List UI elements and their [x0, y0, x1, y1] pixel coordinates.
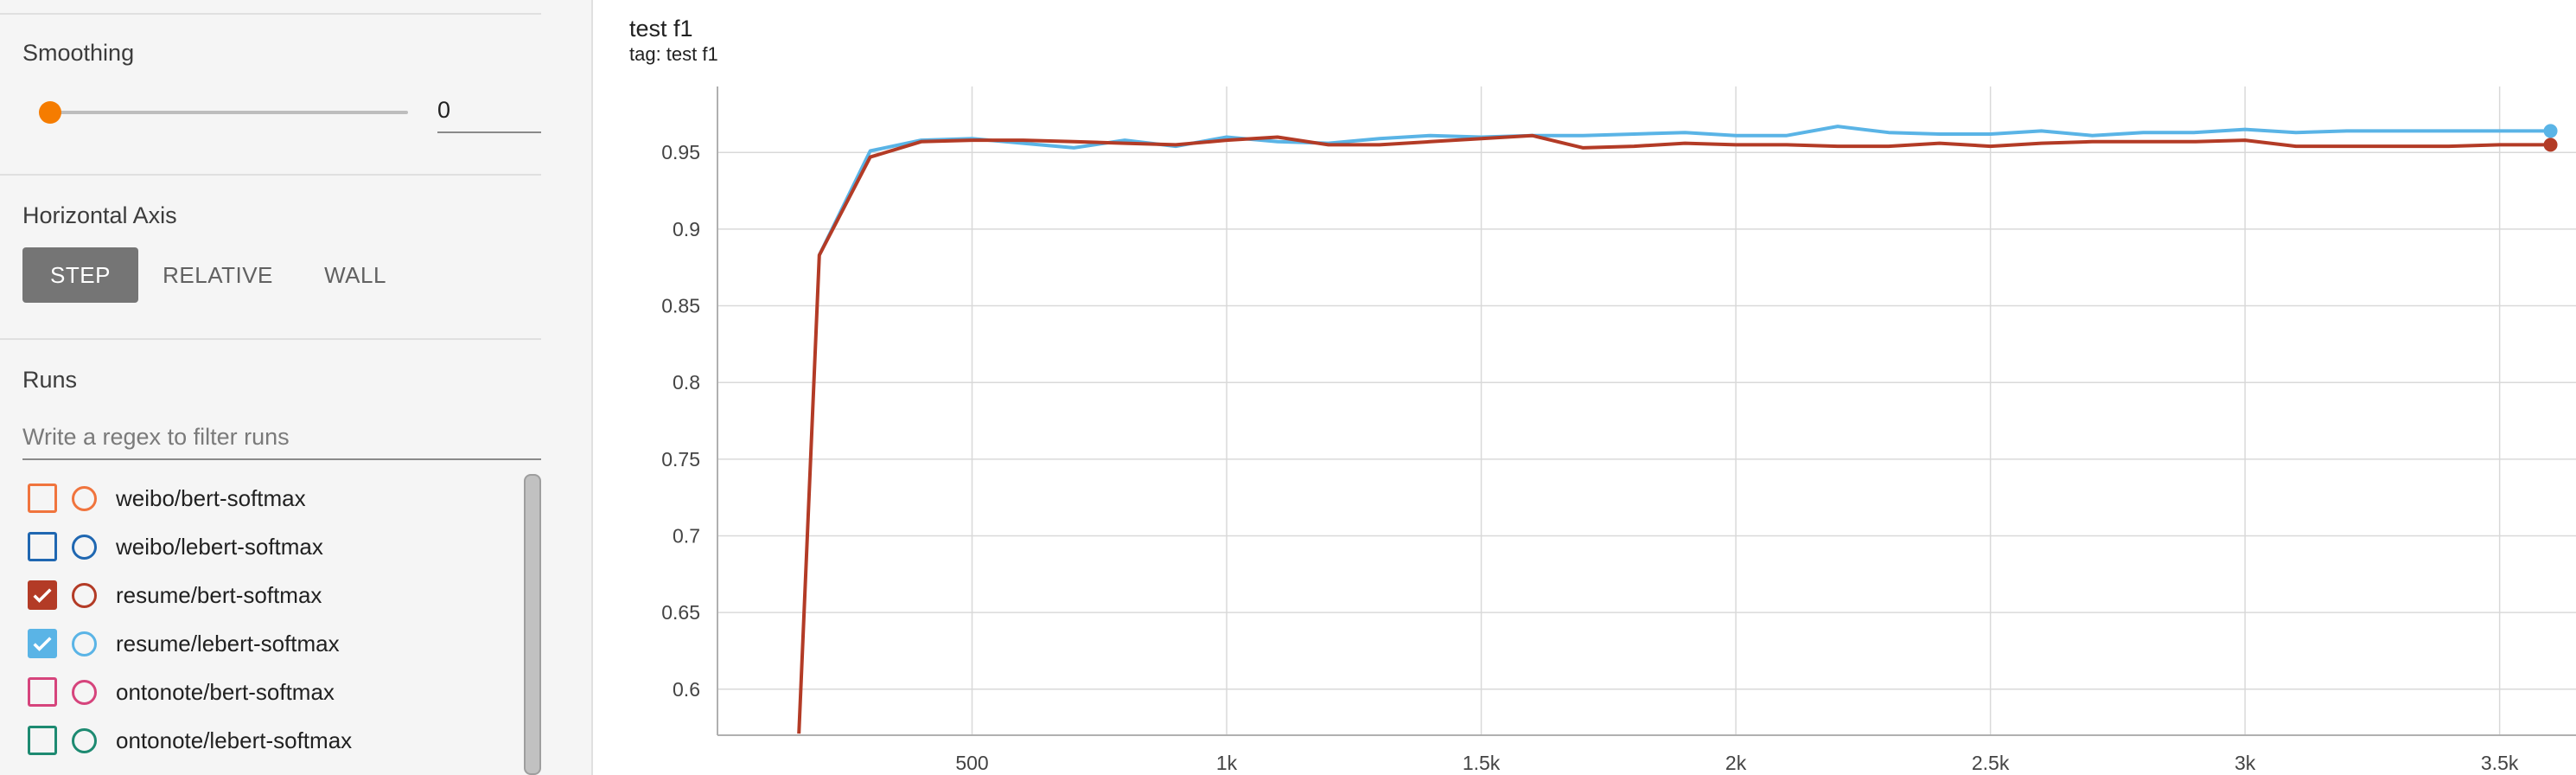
line-chart[interactable]: 0.6 0.65 0.7 0.75 0.8 0.85 0.9 0.95 500 1k 1.5k 2k 2… — [595, 0, 2576, 775]
run-item[interactable]: resume/bert-softmax — [28, 578, 322, 612]
x-tick-label: 2.5k — [1972, 752, 2010, 774]
smoothing-slider-track[interactable] — [50, 111, 408, 114]
y-tick-label: 0.9 — [673, 218, 700, 240]
divider — [0, 13, 541, 15]
run-color-circle-icon[interactable] — [72, 582, 97, 608]
run-item[interactable]: ontonote/bert-softmax — [28, 675, 335, 709]
divider — [0, 174, 541, 176]
settings-sidebar: Smoothing 0 Horizontal Axis STEP RELATIV… — [0, 0, 593, 775]
x-tick-label: 3.5k — [2481, 752, 2519, 774]
runs-scrollbar[interactable] — [524, 474, 541, 775]
run-label: ontonote/bert-softmax — [116, 678, 335, 705]
smoothing-slider-thumb[interactable] — [39, 101, 61, 124]
axis-relative-button[interactable]: RELATIVE — [163, 261, 273, 288]
chart-title: test f1 — [629, 16, 693, 42]
checkmark-icon — [33, 588, 52, 603]
chart-card: test f1 tag: test f1 0.6 0.65 0.7 0.75 0.8 0.… — [595, 0, 2576, 775]
run-label: ontonote/lebert-softmax — [116, 727, 353, 753]
runs-label: Runs — [22, 367, 78, 393]
run-label: resume/lebert-softmax — [116, 630, 340, 657]
horizontal-axis-label: Horizontal Axis — [22, 202, 177, 228]
y-tick-label: 0.8 — [673, 371, 700, 394]
smoothing-value-input[interactable]: 0 — [437, 93, 541, 133]
run-color-circle-icon[interactable] — [72, 631, 97, 657]
x-tick-label: 3k — [2235, 752, 2256, 774]
run-checkbox[interactable] — [28, 726, 57, 755]
axis-wall-button[interactable]: WALL — [324, 261, 386, 288]
y-tick-label: 0.6 — [673, 678, 700, 701]
x-tick-label: 500 — [955, 752, 988, 774]
run-item[interactable]: resume/lebert-softmax — [28, 626, 340, 661]
run-label: resume/bert-softmax — [116, 581, 322, 608]
series-endpoint — [2543, 124, 2558, 138]
x-tick-label: 2k — [1725, 752, 1747, 774]
run-label: weibo/lebert-softmax — [116, 533, 323, 560]
run-checkbox[interactable] — [28, 484, 57, 513]
y-tick-label: 0.85 — [661, 295, 700, 317]
run-filter-input[interactable]: Write a regex to filter runs — [22, 420, 541, 460]
y-tick-label: 0.65 — [661, 601, 700, 624]
run-item[interactable]: weibo/lebert-softmax — [28, 529, 323, 564]
run-checkbox[interactable] — [28, 677, 57, 707]
run-color-circle-icon[interactable] — [72, 534, 97, 560]
series-line — [797, 133, 2551, 734]
chart-subtitle: tag: test f1 — [629, 43, 718, 65]
run-checkbox[interactable] — [28, 532, 57, 561]
run-item[interactable]: ontonote/lebert-softmax — [28, 723, 352, 758]
run-checkbox[interactable] — [28, 580, 57, 610]
y-tick-label: 0.7 — [673, 525, 700, 548]
series-endpoint — [2543, 138, 2558, 152]
run-label: weibo/bert-softmax — [116, 484, 306, 511]
checkmark-icon — [33, 637, 52, 651]
y-tick-label: 0.75 — [661, 448, 700, 471]
x-tick-label: 1.5k — [1463, 752, 1501, 774]
run-item[interactable]: weibo/bert-softmax — [28, 481, 306, 516]
divider — [0, 338, 541, 340]
smoothing-label: Smoothing — [22, 40, 135, 66]
run-color-circle-icon[interactable] — [72, 727, 97, 753]
run-checkbox[interactable] — [28, 629, 57, 658]
axis-step-button[interactable]: STEP — [22, 247, 138, 303]
x-tick-label: 1k — [1216, 752, 1238, 774]
y-tick-label: 0.95 — [661, 141, 700, 163]
run-color-circle-icon[interactable] — [72, 485, 97, 511]
run-color-circle-icon[interactable] — [72, 679, 97, 705]
